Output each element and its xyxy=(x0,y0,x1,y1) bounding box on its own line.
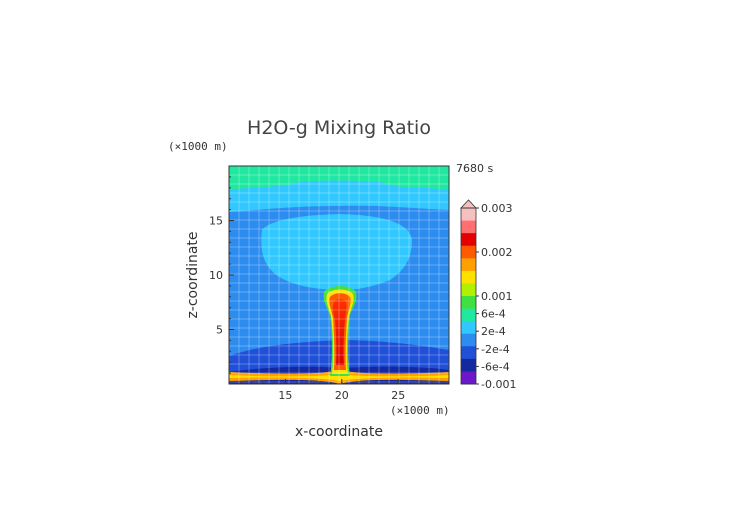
x-tick-label: 15 xyxy=(278,389,292,402)
y-axis-label: z-coordinate xyxy=(185,231,201,318)
colorbar-label: 0.002 xyxy=(481,246,513,259)
y-unit-label: (×1000 m) xyxy=(168,140,228,153)
y-axis: 5 10 15 xyxy=(209,176,234,374)
colorbar-swatch xyxy=(461,296,476,310)
x-axis: 15 20 25 xyxy=(239,379,444,402)
y-tick-label: 5 xyxy=(216,324,223,337)
colorbar-swatch xyxy=(461,258,476,272)
x-axis-label: x-coordinate xyxy=(295,424,383,440)
colorbar-label: -0.001 xyxy=(481,378,516,391)
y-tick-label: 15 xyxy=(209,215,223,228)
colorbar-swatch xyxy=(461,308,476,322)
colorbar-extend-arrow xyxy=(460,199,477,209)
grid xyxy=(229,166,449,384)
colorbar-swatch xyxy=(461,333,476,347)
colorbar-label: 2e-4 xyxy=(481,325,506,338)
x-tick-label: 20 xyxy=(335,389,349,402)
colorbar-swatch xyxy=(461,371,476,385)
time-label: 7680 s xyxy=(456,162,493,175)
contour-field xyxy=(229,166,449,384)
colorbar-label: 0.003 xyxy=(481,202,513,215)
mid-cyan-band xyxy=(261,214,412,290)
colorbar-swatch xyxy=(461,208,476,222)
colorbar-swatch xyxy=(461,346,476,360)
colorbar-swatch xyxy=(461,245,476,259)
colorbar-label: 0.001 xyxy=(481,290,513,303)
surface-yellow-layer xyxy=(229,374,449,381)
y-tick-label: 10 xyxy=(209,269,223,282)
x-unit-label: (×1000 m) xyxy=(390,404,450,417)
colorbar-swatch xyxy=(461,358,476,372)
colorbar: 0.003 0.002 0.001 6e-4 2e-4 -2e-4 -6e-4 -0.001 xyxy=(460,199,516,391)
colorbar-swatch xyxy=(461,283,476,297)
colorbar-swatch xyxy=(461,233,476,247)
colorbar-label: -6e-4 xyxy=(481,360,510,373)
x-tick-label: 25 xyxy=(391,389,405,402)
colorbar-swatch xyxy=(461,321,476,335)
colorbar-swatch xyxy=(461,270,476,284)
colorbar-label: 6e-4 xyxy=(481,308,506,321)
chart-title: H2O-g Mixing Ratio xyxy=(247,117,431,139)
colorbar-swatch xyxy=(461,220,476,234)
upper-green-band xyxy=(229,166,449,190)
plume-core xyxy=(332,299,347,365)
colorbar-label: -2e-4 xyxy=(481,343,510,356)
